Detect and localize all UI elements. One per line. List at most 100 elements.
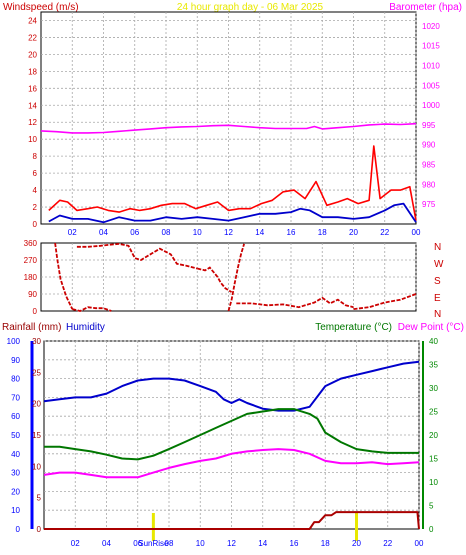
weather-time-tick-label: 16 [290, 539, 299, 548]
windspeed-axis-title: Windspeed (m/s) [3, 2, 79, 13]
wind-time-tick-label: 20 [349, 228, 358, 237]
weather-time-tick-label: 08 [165, 539, 174, 548]
rainfall-tick-label: 25 [32, 368, 41, 377]
humidity-tick-label: 20 [11, 487, 20, 496]
wind-time-tick-label: 08 [162, 228, 171, 237]
wind-time-tick-label: 02 [68, 228, 77, 237]
rainfall-tick-label: 20 [32, 400, 41, 409]
humidity-tick-label: 0 [16, 525, 21, 534]
windspeed-gust-line [48, 145, 417, 221]
weather-time-tick-label: 10 [196, 539, 205, 548]
barometer-axis-title: Barometer (hpa) [389, 2, 462, 13]
wind-time-tick-label: 16 [287, 228, 296, 237]
barometer-axis: 975 980 985 990 995 1000 1005 1010 1015 1020 [422, 22, 440, 209]
wind-time-tick-label: 14 [255, 228, 264, 237]
temperature-line [44, 408, 419, 461]
barometer-tick-label: 1015 [422, 42, 440, 51]
windspeed-tick-label: 8 [33, 152, 38, 161]
direction-trace [54, 242, 74, 310]
barometer-tick-label: 1005 [422, 81, 440, 90]
humidity-axis: 0 10 20 30 40 50 60 70 80 90 100 [7, 337, 34, 534]
windspeed-tick-label: 20 [28, 50, 37, 59]
rainfall-axis-title: Rainfall (mm) [2, 322, 61, 333]
temperature-tick-label: 0 [429, 525, 434, 534]
chart-title: 24 hour graph day - 06 Mar 2025 [177, 2, 324, 13]
weather-series [43, 360, 420, 530]
barometer-tick-label: 1010 [422, 61, 440, 70]
direction-series [54, 242, 417, 312]
wind-time-axis: 02 04 06 08 10 12 14 16 18 20 22 00 [68, 228, 421, 237]
windspeed-tick-label: 2 [33, 203, 38, 212]
sun-markers [151, 513, 358, 541]
rainfall-tick-label: 30 [32, 337, 41, 346]
compass-label: N [434, 242, 441, 253]
wind-time-tick-label: 10 [193, 228, 202, 237]
weather-panel: 0 10 20 30 40 50 60 70 80 90 100 0 5 10 15 20 25 30 0 5 10… [7, 337, 439, 548]
direction-trace [236, 296, 354, 309]
direction-trace [76, 242, 198, 270]
temperature-axis: 0 5 10 15 20 25 30 35 40 [422, 337, 438, 534]
weather-time-tick-label: 06 [133, 539, 142, 548]
wind-series [40, 122, 417, 224]
weather-time-tick-label: 12 [227, 539, 236, 548]
barometer-tick-label: 1000 [422, 101, 440, 110]
compass-label: E [434, 293, 441, 304]
weather-time-tick-label: 02 [71, 539, 80, 548]
direction-trace [72, 306, 112, 312]
compass-label: N [434, 309, 441, 320]
temperature-axis-title: Temperature (°C) [315, 322, 392, 333]
windspeed-tick-label: 4 [33, 186, 38, 195]
direction-tick-label: 360 [24, 239, 38, 248]
barometer-tick-label: 990 [422, 141, 436, 150]
temperature-tick-label: 5 [429, 502, 434, 511]
barometer-tick-label: 980 [422, 180, 436, 189]
humidity-tick-label: 100 [7, 337, 21, 346]
humidity-tick-label: 80 [11, 375, 20, 384]
barometer-tick-label: 1020 [422, 22, 440, 31]
wind-time-tick-label: 12 [224, 228, 233, 237]
weather-time-tick-label: 00 [415, 539, 424, 548]
temperature-tick-label: 20 [429, 431, 438, 440]
wind-time-tick-label: 04 [99, 228, 108, 237]
windspeed-tick-label: 12 [28, 118, 37, 127]
temperature-tick-label: 40 [429, 337, 438, 346]
rainfall-axis: 0 5 10 15 20 25 30 [32, 337, 41, 534]
humidity-tick-label: 50 [11, 431, 20, 440]
wind-time-tick-label: 06 [130, 228, 139, 237]
direction-tick-label: 180 [24, 273, 38, 282]
temperature-tick-label: 10 [429, 478, 438, 487]
rainfall-tick-label: 0 [37, 525, 42, 534]
wind-time-tick-label: 22 [380, 228, 389, 237]
windspeed-average-line [48, 202, 417, 224]
direction-degree-axis: 0 90 180 270 360 [24, 239, 38, 316]
weather-time-tick-label: 22 [383, 539, 392, 548]
windspeed-tick-label: 10 [28, 135, 37, 144]
windspeed-tick-label: 18 [28, 67, 37, 76]
dew-point-line [43, 448, 420, 479]
humidity-tick-label: 90 [11, 356, 20, 365]
windspeed-tick-label: 16 [28, 84, 37, 93]
compass-label: W [434, 259, 444, 270]
direction-trace [197, 266, 233, 293]
compass-label: S [434, 276, 441, 287]
direction-trace [227, 243, 245, 312]
humidity-line [43, 360, 420, 412]
humidity-tick-label: 10 [11, 506, 20, 515]
barometer-tick-label: 975 [422, 200, 436, 209]
weather-time-tick-label: 04 [102, 539, 111, 548]
temperature-tick-label: 30 [429, 384, 438, 393]
windspeed-tick-label: 6 [33, 169, 38, 178]
wind-grid [41, 12, 417, 224]
humidity-tick-label: 60 [11, 412, 20, 421]
sunrise-label: SunRise [138, 539, 169, 548]
rainfall-line [44, 511, 420, 530]
rainfall-tick-label: 15 [32, 431, 41, 440]
weather-grid [44, 340, 420, 529]
wind-time-tick-label: 00 [412, 228, 421, 237]
direction-trace [353, 293, 417, 310]
weather-time-tick-label: 18 [321, 539, 330, 548]
humidity-tick-label: 40 [11, 450, 20, 459]
